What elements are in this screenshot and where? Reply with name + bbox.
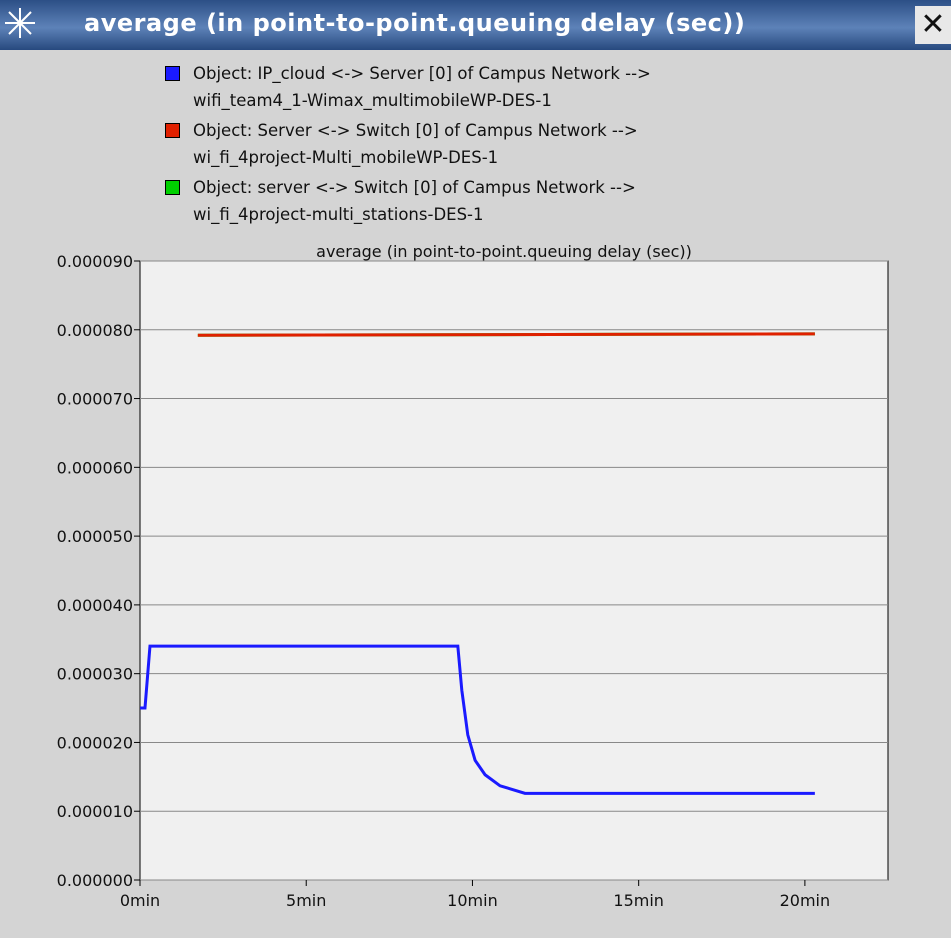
y-tick-label: 0.000090 xyxy=(57,252,133,271)
y-tick-label: 0.000040 xyxy=(57,596,133,615)
window-title: average (in point-to-point.queuing delay… xyxy=(84,9,746,37)
legend-swatch xyxy=(165,180,180,195)
y-tick-label: 0.000070 xyxy=(57,390,133,409)
y-tick-label: 0.000000 xyxy=(57,871,133,890)
y-tick-label: 0.000060 xyxy=(57,458,133,477)
legend-swatch xyxy=(165,123,180,138)
close-button[interactable]: ✕ xyxy=(915,6,951,44)
y-tick-label: 0.000050 xyxy=(57,527,133,546)
legend-entry: Object: Server <-> Switch [0] of Campus … xyxy=(165,117,651,171)
series-line xyxy=(140,644,815,795)
y-tick-label: 0.000080 xyxy=(57,321,133,340)
legend-entry: Object: server <-> Switch [0] of Campus … xyxy=(165,174,651,228)
legend-entry: Object: IP_cloud <-> Server [0] of Campu… xyxy=(165,60,651,114)
series-line xyxy=(197,332,815,337)
legend: Object: IP_cloud <-> Server [0] of Campu… xyxy=(165,60,651,231)
title-bar: average (in point-to-point.queuing delay… xyxy=(0,0,951,50)
x-tick-label: 15min xyxy=(613,891,664,910)
window-icon xyxy=(5,8,35,38)
legend-label: Object: IP_cloud <-> Server [0] of Campu… xyxy=(193,64,651,110)
legend-swatch xyxy=(165,66,180,81)
x-tick-label: 20min xyxy=(780,891,831,910)
y-tick-label: 0.000010 xyxy=(57,802,133,821)
x-tick-label: 10min xyxy=(447,891,498,910)
chart-title: average (in point-to-point.queuing delay… xyxy=(316,242,692,261)
legend-label: Object: Server <-> Switch [0] of Campus … xyxy=(193,121,638,167)
plot-area xyxy=(139,260,889,881)
legend-label: Object: server <-> Switch [0] of Campus … xyxy=(193,178,636,224)
y-tick-label: 0.000030 xyxy=(57,665,133,684)
x-tick-label: 0min xyxy=(120,891,160,910)
y-tick-label: 0.000020 xyxy=(57,733,133,752)
x-tick-label: 5min xyxy=(286,891,326,910)
